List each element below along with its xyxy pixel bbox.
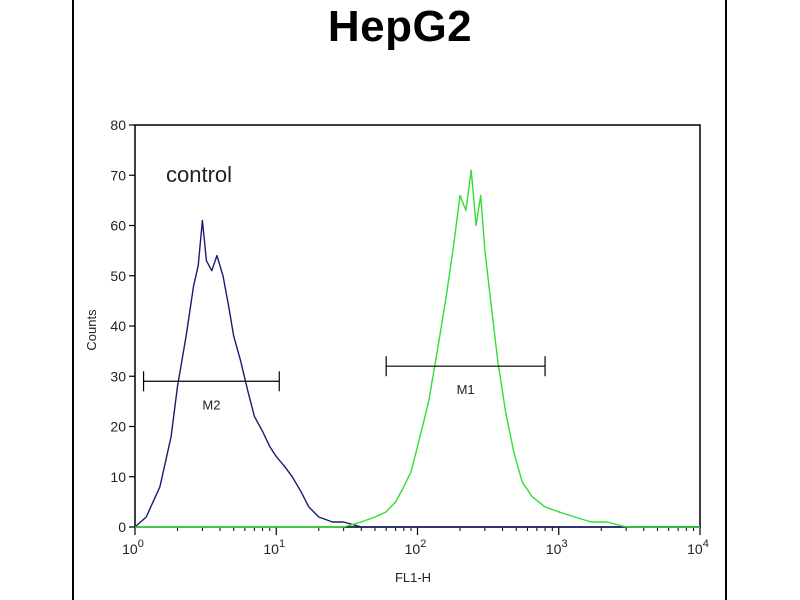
control-annotation: control xyxy=(166,162,232,187)
chart-frame xyxy=(72,0,727,600)
x-axis-label: FL1-H xyxy=(395,570,431,585)
y-tick-label: 10 xyxy=(110,469,126,485)
x-tick-label: 100 xyxy=(122,538,144,557)
histogram-series-1 xyxy=(134,219,700,528)
histogram-series-2 xyxy=(135,169,700,528)
gate-markers: M2 M1 xyxy=(142,356,546,412)
y-axis: 0 10 20 30 40 50 60 70 80 xyxy=(110,117,135,535)
y-tick-label: 30 xyxy=(110,368,126,384)
y-tick-label: 0 xyxy=(118,519,126,535)
y-tick-label: 20 xyxy=(110,419,126,435)
series-layer xyxy=(134,169,700,528)
x-axis: 100 101 102 103 104 xyxy=(122,527,709,557)
y-tick-label: 60 xyxy=(110,218,126,234)
gate-label-m1: M1 xyxy=(457,382,475,397)
y-tick-label: 70 xyxy=(110,167,126,183)
y-axis-label: Counts xyxy=(84,309,99,351)
y-tick-label: 40 xyxy=(110,318,126,334)
x-tick-label: 102 xyxy=(405,538,427,557)
x-tick-label: 101 xyxy=(263,538,285,557)
x-tick-label: 104 xyxy=(687,538,709,557)
gate-label-m2: M2 xyxy=(202,397,220,412)
x-tick-label: 103 xyxy=(546,538,568,557)
y-tick-label: 80 xyxy=(110,117,126,133)
chart-title: HepG2 xyxy=(327,2,473,51)
y-tick-label: 50 xyxy=(110,268,126,284)
